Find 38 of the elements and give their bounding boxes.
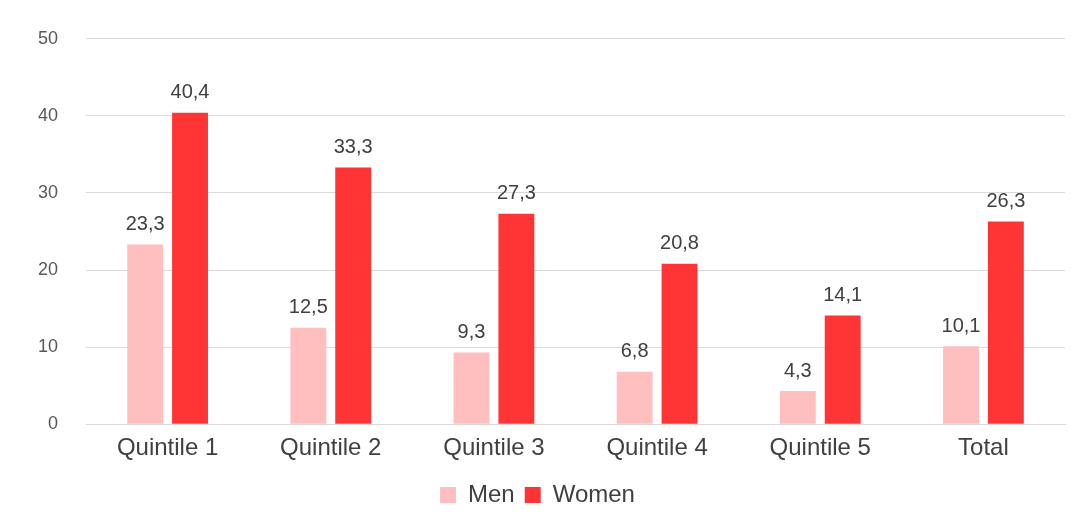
x-tick-label: Quintile 2 bbox=[280, 433, 382, 461]
data-label: 23,3 bbox=[125, 212, 165, 235]
legend-label: Men bbox=[468, 479, 515, 507]
data-label: 10,1 bbox=[941, 313, 981, 336]
bar bbox=[453, 352, 490, 424]
bar bbox=[779, 391, 816, 424]
data-label: 40,4 bbox=[170, 80, 210, 103]
x-tick-label: Quintile 3 bbox=[443, 433, 545, 461]
bar bbox=[987, 221, 1024, 424]
legend-label: Women bbox=[552, 479, 635, 507]
bar bbox=[943, 346, 979, 424]
y-tick-label: 20 bbox=[37, 259, 59, 280]
data-label: 12,5 bbox=[288, 295, 328, 318]
data-label: 26,3 bbox=[986, 189, 1026, 211]
y-tick-label: 30 bbox=[37, 181, 59, 202]
data-label: 27,3 bbox=[496, 181, 536, 204]
bar bbox=[824, 315, 861, 424]
bar bbox=[616, 371, 653, 424]
bar bbox=[127, 244, 164, 424]
y-tick-label: 50 bbox=[37, 27, 59, 48]
bar bbox=[290, 327, 327, 424]
x-tick-label: Total bbox=[958, 433, 1009, 461]
x-tick-label: Quintile 5 bbox=[769, 433, 871, 461]
data-label: 20,8 bbox=[660, 231, 699, 254]
data-label: 6,8 bbox=[620, 339, 649, 362]
bar bbox=[498, 213, 535, 424]
y-tick-label: 10 bbox=[37, 336, 59, 357]
bar bbox=[335, 167, 372, 424]
data-label: 9,3 bbox=[457, 320, 486, 343]
bar bbox=[661, 263, 698, 424]
data-label: 4,3 bbox=[783, 358, 812, 381]
x-tick-label: Quintile 1 bbox=[116, 433, 219, 461]
data-label: 33,3 bbox=[333, 135, 373, 158]
x-tick-label: Quintile 4 bbox=[606, 433, 708, 461]
data-label: 14,1 bbox=[823, 283, 863, 306]
bar bbox=[172, 112, 208, 424]
y-tick-label: 0 bbox=[48, 413, 59, 434]
y-tick-label: 40 bbox=[37, 104, 59, 125]
